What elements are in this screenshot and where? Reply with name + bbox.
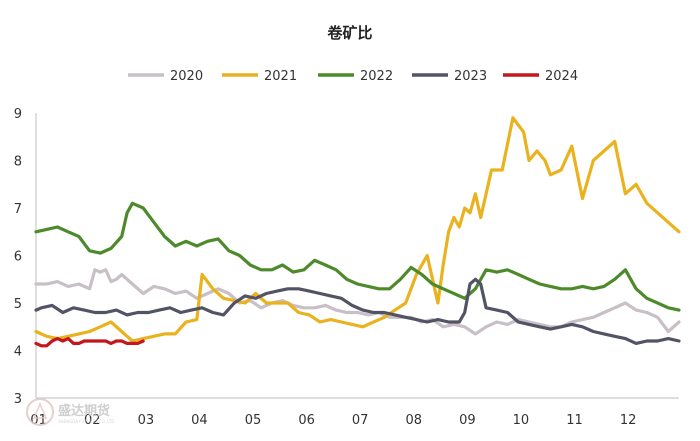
x-ticks: 01 02 03 04 05 06 07 08 09 10 11 12 (30, 413, 636, 428)
y-tick-label: 3 (14, 392, 22, 407)
y-tick-label: 5 (14, 297, 22, 312)
series-line-2022 (34, 201, 681, 312)
x-tick-label: 06 (298, 413, 315, 428)
x-tick-label: 07 (352, 413, 369, 428)
x-tick-label: 12 (620, 413, 637, 428)
chart-title: 卷矿比 (326, 24, 372, 42)
x-tick-label: 10 (513, 413, 530, 428)
watermark: 盛达期货 SHENGDA FUTURES CO.,LTD (26, 398, 114, 426)
watermark-name: 盛达期货 (58, 403, 110, 419)
legend: 2020 2021 2022 2023 2024 (128, 69, 578, 84)
x-tick-label: 02 (84, 413, 101, 428)
legend-label-2021: 2021 (264, 69, 297, 84)
y-ticks: 3 4 5 6 7 8 9 (14, 107, 22, 407)
legend-label-2022: 2022 (360, 69, 393, 84)
x-tick-label: 05 (245, 413, 262, 428)
x-tick-label: 09 (459, 413, 476, 428)
y-tick-label: 7 (14, 202, 22, 217)
watermark-logo-mark (32, 402, 48, 419)
legend-label-2024: 2024 (545, 69, 578, 84)
y-tick-label: 6 (14, 250, 22, 265)
x-tick-label: 03 (138, 413, 155, 428)
y-tick-label: 8 (14, 155, 22, 170)
watermark-logo-icon (26, 398, 54, 426)
legend-label-2020: 2020 (170, 69, 203, 84)
x-tick-label: 04 (191, 413, 208, 428)
series-line-2021 (34, 116, 681, 343)
series-line-2024 (34, 337, 145, 348)
series-line-2023 (34, 277, 681, 345)
x-tick-label: 08 (405, 413, 422, 428)
watermark-sub: SHENGDA FUTURES CO.,LTD (58, 419, 114, 424)
series-lines (34, 116, 681, 348)
legend-label-2023: 2023 (454, 69, 487, 84)
y-tick-label: 9 (14, 107, 22, 122)
x-tick-label: 11 (566, 413, 583, 428)
y-tick-label: 4 (14, 345, 22, 360)
